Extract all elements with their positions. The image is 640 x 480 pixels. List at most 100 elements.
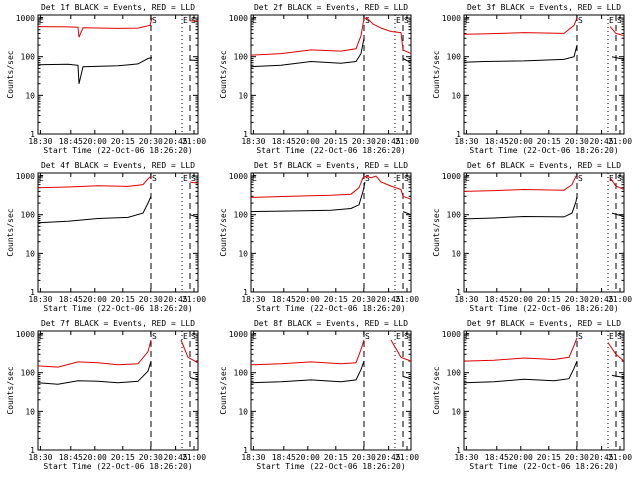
event-marker-label: E — [396, 16, 401, 25]
x-tick-label: 20:45 — [377, 137, 401, 146]
x-tick-label: 18:45 — [272, 295, 296, 304]
x-tick-label: 20:15 — [537, 137, 561, 146]
y-tick-label: 10 — [451, 249, 461, 258]
event-marker-label: E — [465, 174, 470, 183]
y-tick-label: 1 — [30, 288, 35, 297]
x-tick-label: 21:00 — [608, 453, 632, 462]
events-rate-line — [463, 44, 625, 63]
x-tick-label: 20:45 — [164, 295, 188, 304]
event-marker-label: E — [183, 174, 188, 183]
x-axis-label: Start Time (22-Oct-06 18:26:20) — [43, 462, 192, 471]
y-tick-label: 1000 — [442, 172, 461, 181]
events-rate-line — [250, 38, 412, 68]
plot-frame — [463, 330, 625, 451]
x-tick-label: 20:30 — [352, 295, 376, 304]
events-rate-line — [37, 196, 199, 224]
plot-frame — [250, 14, 412, 135]
event-marker-label: S — [617, 16, 622, 25]
x-tick-label: 20:30 — [352, 137, 376, 146]
x-tick-label: 20:15 — [537, 453, 561, 462]
x-tick-label: 20:00 — [296, 453, 320, 462]
event-marker-label: E — [396, 332, 401, 341]
y-tick-label: 100 — [234, 211, 249, 220]
x-tick-label: 21:00 — [608, 295, 632, 304]
x-tick-label: 20:00 — [509, 295, 533, 304]
event-marker-label: S — [191, 332, 196, 341]
y-tick-label: 1000 — [16, 330, 35, 339]
x-tick-label: 20:15 — [324, 295, 348, 304]
y-axis-label: Counts/sec — [432, 208, 441, 256]
y-tick-label: 10 — [25, 91, 35, 100]
x-tick-label: 18:45 — [485, 453, 509, 462]
panel-title: Det 6f BLACK = Events, RED = LLD — [467, 161, 621, 170]
x-tick-label: 18:30 — [241, 137, 265, 146]
lld-rate-line — [250, 339, 412, 366]
x-tick-label: 18:45 — [59, 453, 83, 462]
x-tick-label: 18:45 — [59, 137, 83, 146]
panel-title: Det 8f BLACK = Events, RED = LLD — [254, 319, 408, 328]
x-tick-label: 20:15 — [111, 137, 135, 146]
event-marker-label: S — [617, 174, 622, 183]
x-tick-label: 18:45 — [485, 137, 509, 146]
events-rate-line — [463, 196, 625, 220]
x-axis-label: Start Time (22-Oct-06 18:26:20) — [256, 304, 405, 313]
detector-panel: Det 7f BLACK = Events, RED = LLD 1 10 100 10… — [6, 319, 206, 471]
event-marker-label: E — [396, 174, 401, 183]
event-marker-label: S — [404, 174, 409, 183]
plot-frame — [37, 330, 199, 451]
x-tick-label: 20:30 — [139, 295, 163, 304]
detector-panel: Det 3f BLACK = Events, RED = LLD 1 10 100 10… — [432, 3, 632, 155]
y-tick-label: 100 — [234, 369, 249, 378]
detector-panel: Det 2f BLACK = Events, RED = LLD 1 10 100 10… — [219, 3, 419, 155]
y-tick-label: 10 — [238, 249, 248, 258]
event-marker-label: E — [39, 174, 44, 183]
y-tick-label: 100 — [234, 53, 249, 62]
event-marker-label: S — [617, 332, 622, 341]
x-tick-label: 21:00 — [182, 295, 206, 304]
x-tick-label: 20:30 — [565, 295, 589, 304]
x-tick-label: 20:15 — [537, 295, 561, 304]
x-tick-label: 20:00 — [83, 137, 107, 146]
event-marker-label: S — [404, 332, 409, 341]
y-tick-label: 1000 — [16, 172, 35, 181]
x-tick-label: 20:30 — [565, 137, 589, 146]
lld-rate-line — [250, 175, 412, 200]
event-marker-label: S — [191, 16, 196, 25]
event-marker-label: E — [252, 16, 257, 25]
x-tick-label: 18:45 — [59, 295, 83, 304]
x-axis-label: Start Time (22-Oct-06 18:26:20) — [469, 462, 618, 471]
lld-rate-line — [463, 337, 625, 362]
event-marker-label: S — [578, 16, 583, 25]
plot-frame — [463, 172, 625, 293]
y-tick-label: 1 — [30, 130, 35, 139]
event-marker-label: S — [152, 174, 157, 183]
x-tick-label: 18:30 — [454, 137, 478, 146]
x-tick-label: 18:30 — [28, 453, 52, 462]
event-marker-label: S — [365, 174, 370, 183]
y-tick-label: 100 — [21, 53, 36, 62]
event-marker-label: E — [183, 332, 188, 341]
plot-frame — [37, 172, 199, 293]
y-tick-label: 10 — [25, 249, 35, 258]
events-rate-line — [37, 57, 199, 84]
x-tick-label: 20:15 — [111, 295, 135, 304]
event-marker-label: E — [609, 174, 614, 183]
event-marker-label: S — [404, 16, 409, 25]
event-marker-label: S — [191, 174, 196, 183]
x-tick-label: 20:45 — [590, 137, 614, 146]
event-marker-label: E — [252, 174, 257, 183]
y-tick-label: 1 — [456, 288, 461, 297]
panel-title: Det 4f BLACK = Events, RED = LLD — [41, 161, 195, 170]
event-marker-label: S — [152, 16, 157, 25]
y-axis-label: Counts/sec — [432, 366, 441, 414]
detector-panel: Det 1f BLACK = Events, RED = LLD 1 10 100 10… — [6, 3, 206, 155]
lld-rate-line — [37, 17, 199, 38]
detector-panel: Det 4f BLACK = Events, RED = LLD 1 10 100 10… — [6, 161, 206, 313]
events-rate-line — [37, 360, 199, 385]
x-tick-label: 20:00 — [509, 137, 533, 146]
event-marker-label: S — [365, 16, 370, 25]
events-rate-line — [250, 360, 412, 384]
event-marker-label: S — [578, 174, 583, 183]
x-tick-label: 20:00 — [296, 295, 320, 304]
